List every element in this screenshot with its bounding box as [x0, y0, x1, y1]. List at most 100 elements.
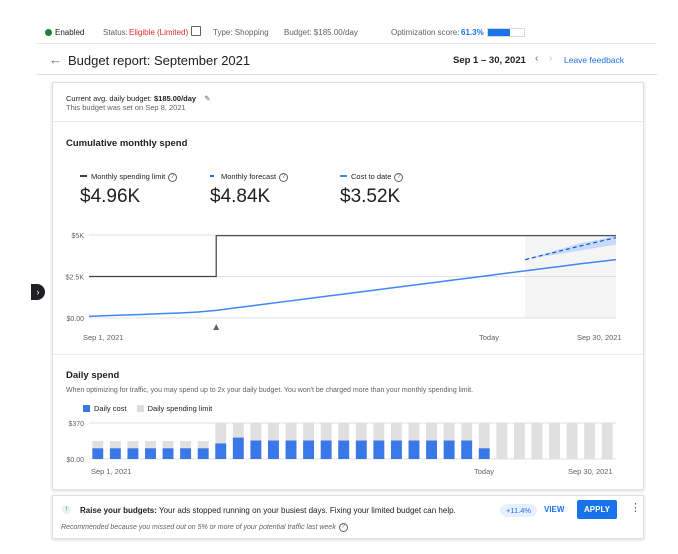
help-icon[interactable]: ? [279, 173, 289, 182]
daily-cost-bar [478, 448, 490, 459]
campaign-budget: Budget: $185.00/day [284, 28, 358, 37]
daily-cost-bar [215, 443, 227, 459]
legend-cost-to-date: Cost to date? [340, 172, 404, 182]
daily-x-label-today: Today [474, 467, 495, 476]
y-tick-label: $370 [68, 421, 84, 428]
daily-limit-bar [513, 423, 525, 459]
daily-cost-bar [373, 440, 385, 459]
daily-cost-bar [338, 440, 350, 459]
expand-panel-icon[interactable]: › [31, 284, 45, 300]
daily-cost-bar [443, 440, 455, 459]
y-tick-label: $0.00 [66, 316, 84, 323]
daily-cost-bar [232, 437, 244, 459]
daily-cost-bar [426, 440, 437, 459]
optimization-score-value[interactable]: 61.3% [461, 28, 484, 37]
daily-cost-bar [127, 448, 139, 459]
daily-cost-bar [461, 440, 473, 459]
chevron-left-icon[interactable]: ‹ [535, 53, 539, 64]
daily-cost-bar [268, 440, 279, 459]
daily-budget-label: Current avg. daily budget: [66, 94, 152, 103]
daily-cost-bar [92, 448, 104, 459]
divider [53, 121, 643, 122]
daily-limit-bar [549, 423, 560, 459]
series-monthly-spending-limit [89, 235, 616, 278]
cumulative-spend-title: Cumulative monthly spend [66, 138, 188, 149]
daily-cost-bar [197, 448, 209, 459]
enabled-status: Enabled [55, 28, 85, 37]
series-cost-to-date [88, 258, 617, 318]
budget-set-date: This budget was set on Sep 8, 2021 [66, 103, 186, 112]
daily-limit-bar [531, 423, 543, 459]
help-icon[interactable]: ? [338, 523, 348, 532]
help-icon[interactable]: ? [394, 173, 404, 182]
leave-feedback-link[interactable]: Leave feedback [564, 55, 625, 65]
budget-recommendation-icon: ↑ [62, 505, 71, 514]
status-value[interactable]: Eligible (Limited) [129, 28, 189, 37]
daily-limit-bar [496, 423, 508, 459]
daily-cost-bar [408, 440, 420, 459]
back-arrow-icon[interactable]: ← [49, 52, 62, 67]
y-tick-label: $0.00 [66, 457, 84, 464]
daily-cost-bar [162, 448, 174, 459]
budget-report-card: Current avg. daily budget: $185.00/day ✎… [52, 82, 644, 490]
daily-spend-chart: $370 $0.00 [66, 421, 616, 464]
trend-chart-icon[interactable] [191, 26, 201, 36]
legend-label-daily-cost: Daily cost [94, 404, 127, 413]
legend-label-limit: Monthly spending limit [91, 172, 166, 181]
recommendation-text: Your ads stopped running on your busiest… [158, 506, 456, 515]
daily-spend-title: Daily spend [66, 370, 120, 381]
legend-swatch-forecast [210, 175, 214, 177]
help-icon[interactable]: ? [168, 173, 178, 182]
edit-pencil-icon[interactable]: ✎ [204, 94, 211, 103]
daily-x-label-start: Sep 1, 2021 [91, 467, 132, 476]
recommendation-text-row: Raise your budgets: Your ads stopped run… [80, 506, 456, 515]
monthly-forecast-value: $4.84K [210, 186, 271, 207]
daily-cost-bar [355, 440, 367, 459]
daily-spend-description: When optimizing for traffic, you may spe… [66, 387, 474, 394]
daily-limit-bar [478, 423, 490, 459]
x-label-end: Sep 30, 2021 [577, 333, 622, 342]
recommendation-note-row: Recommended because you missed out on 5%… [61, 523, 348, 532]
daily-cost-bar [320, 440, 332, 459]
enabled-status-dot-icon [45, 29, 52, 36]
daily-budget-row: Current avg. daily budget: $185.00/day ✎ [66, 94, 211, 103]
divider [53, 354, 643, 355]
legend-label-forecast: Monthly forecast [221, 172, 277, 181]
apply-button[interactable]: APPLY [577, 500, 617, 519]
legend-label-daily-limit: Daily spending limit [147, 404, 213, 413]
legend-swatch-daily-limit [136, 405, 144, 412]
status-label: Status: [103, 28, 128, 37]
campaign-type: Type: Shopping [213, 28, 269, 37]
legend-swatch-daily-cost [83, 405, 90, 412]
page-title: Budget report: September 2021 [68, 53, 251, 68]
more-options-icon[interactable]: ⋮ [630, 502, 641, 514]
date-range[interactable]: Sep 1 – 30, 2021 [453, 55, 526, 66]
legend-label-cost: Cost to date [351, 172, 392, 181]
series-monthly-forecast [524, 237, 617, 261]
status-bar: Enabled Status: Eligible (Limited) Type:… [37, 21, 657, 44]
daily-cost-bar [180, 448, 192, 459]
optimization-score-label: Optimization score: [391, 28, 460, 37]
daily-cost-bar [109, 448, 121, 459]
x-label-start: Sep 1, 2021 [83, 333, 124, 342]
legend-swatch-cost [340, 175, 347, 177]
legend-monthly-forecast: Monthly forecast? [210, 172, 289, 182]
daily-cost-bar [250, 440, 262, 459]
daily-x-label-end: Sep 30, 2021 [568, 467, 613, 476]
uplift-badge: +11.4% [500, 504, 538, 517]
daily-cost-bar [390, 440, 402, 459]
daily-limit-bar [601, 423, 613, 459]
y-tick-label: $5K [72, 233, 85, 240]
y-tick-label: $2.5K [66, 275, 85, 282]
view-button[interactable]: VIEW [544, 505, 565, 514]
optimization-score-bar [487, 28, 525, 37]
daily-limit-bar [215, 423, 227, 459]
daily-limit-bar [584, 423, 596, 459]
daily-cost-bar [303, 440, 315, 459]
recommendation-title: Raise your budgets: [80, 506, 157, 515]
budget-change-marker-icon [213, 324, 220, 330]
chevron-right-icon[interactable]: › [549, 53, 553, 64]
recommendation-note: Recommended because you missed out on 5%… [61, 524, 336, 531]
cumulative-spend-chart: $5K $2.5K $0.00 [66, 233, 617, 330]
legend-swatch-limit [80, 175, 87, 177]
